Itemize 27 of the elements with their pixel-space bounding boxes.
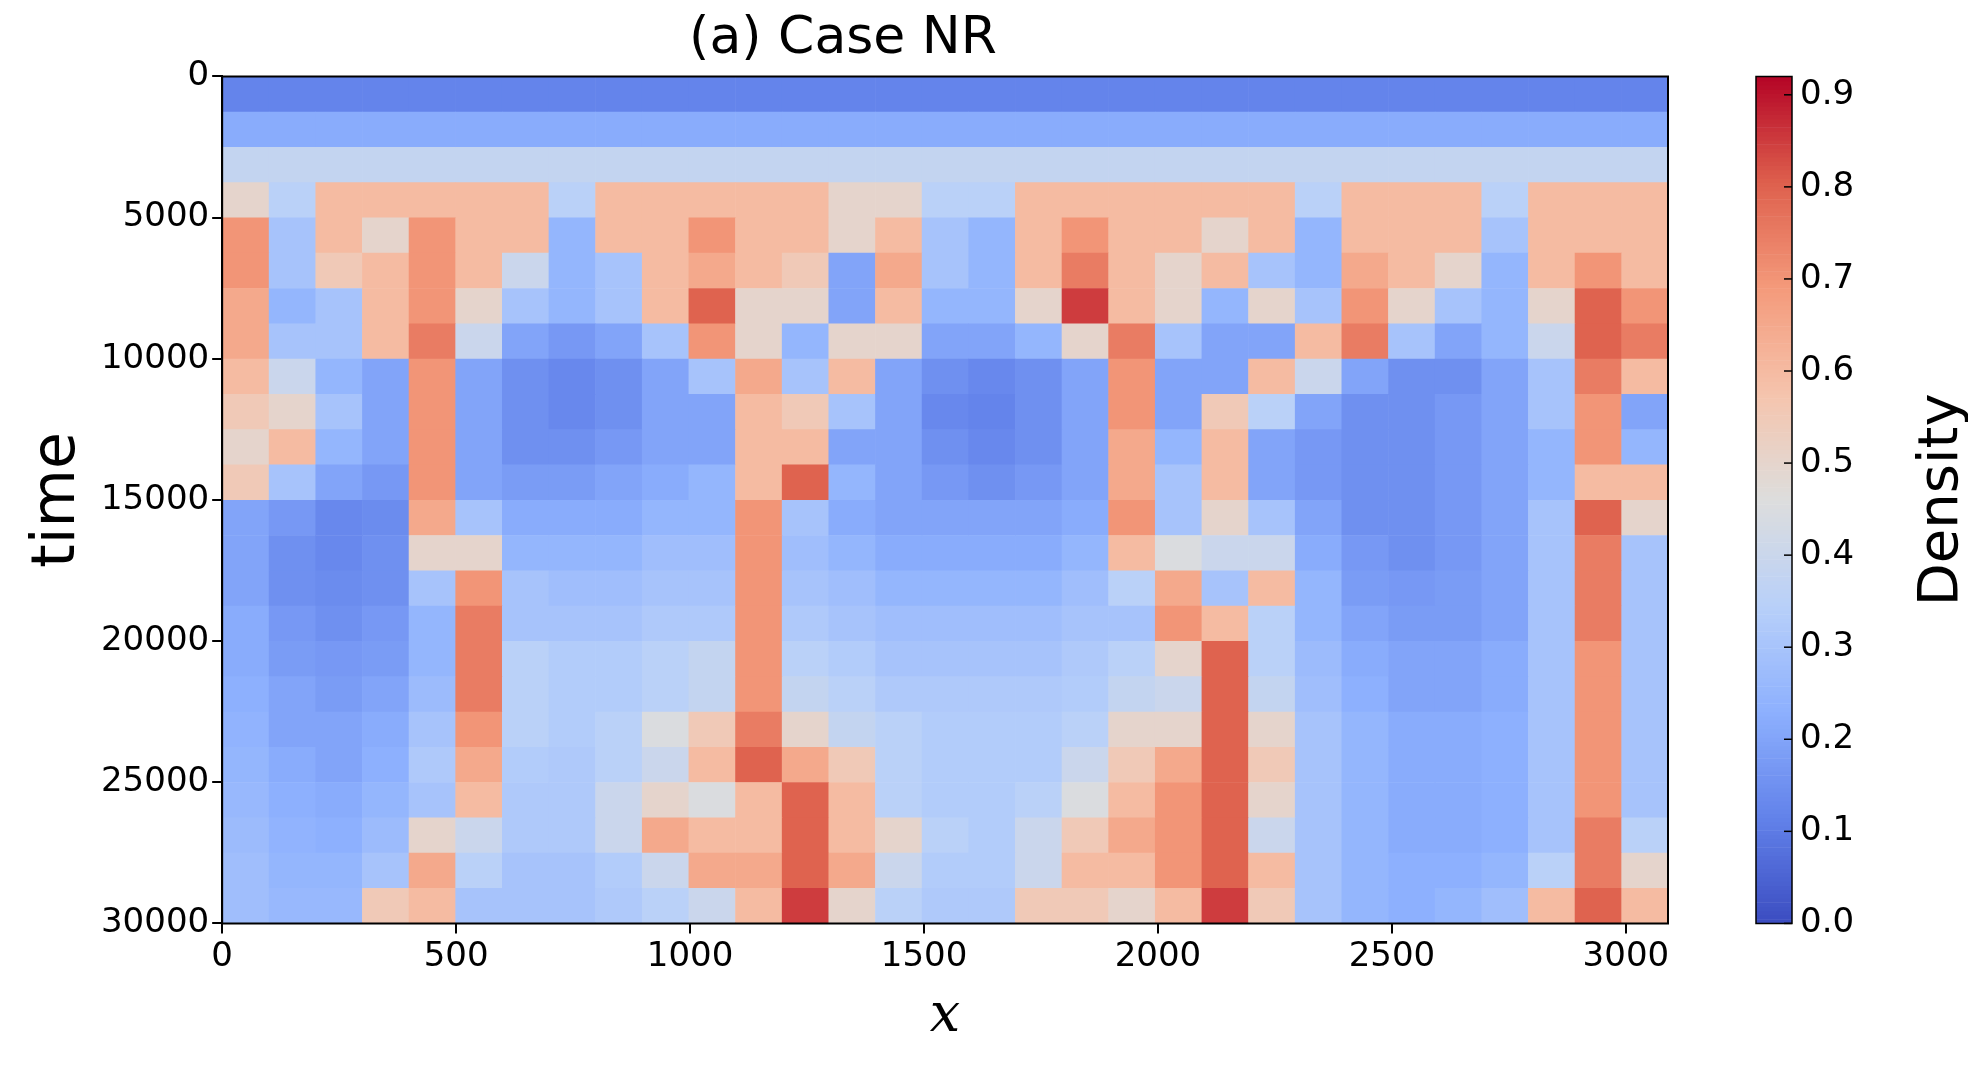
y-tick-label: 20000 — [100, 617, 210, 658]
y-tick-label: 25000 — [100, 759, 210, 800]
color-bar-label: 0.9 — [1800, 71, 1855, 112]
color-bar-label: 0.6 — [1800, 347, 1855, 388]
x-tick-label: 500 — [423, 933, 489, 974]
color-bar-label: 0.5 — [1800, 439, 1855, 480]
color-bar-label: 0.2 — [1800, 716, 1855, 757]
x-tick-label: 2500 — [1348, 933, 1436, 974]
x-tick-label: 1000 — [646, 933, 734, 974]
color-bar-label: 0.0 — [1800, 900, 1855, 941]
y-tick-label: 5000 — [122, 194, 210, 235]
x-tick-label: 3000 — [1582, 933, 1670, 974]
color-bar-label: 0.1 — [1800, 808, 1855, 849]
y-tick-label: 0 — [187, 53, 210, 94]
x-axis-title: x — [929, 980, 961, 1044]
color-bar-label: 0.7 — [1800, 255, 1855, 296]
color-bar-label: 0.8 — [1800, 163, 1855, 204]
y-tick-label: 15000 — [100, 476, 210, 517]
chart-title: (a) Case NR — [689, 4, 997, 65]
y-tick-label: 10000 — [100, 335, 210, 376]
color-bar-title: Density — [1904, 393, 1970, 607]
x-tick-label: 2000 — [1114, 933, 1202, 974]
y-axis-title: time — [17, 432, 88, 568]
color-bar-label: 0.3 — [1800, 624, 1855, 665]
color-bar-label: 0.4 — [1800, 531, 1855, 572]
y-tick-label: 30000 — [100, 900, 210, 941]
x-tick-label: 1500 — [880, 933, 968, 974]
